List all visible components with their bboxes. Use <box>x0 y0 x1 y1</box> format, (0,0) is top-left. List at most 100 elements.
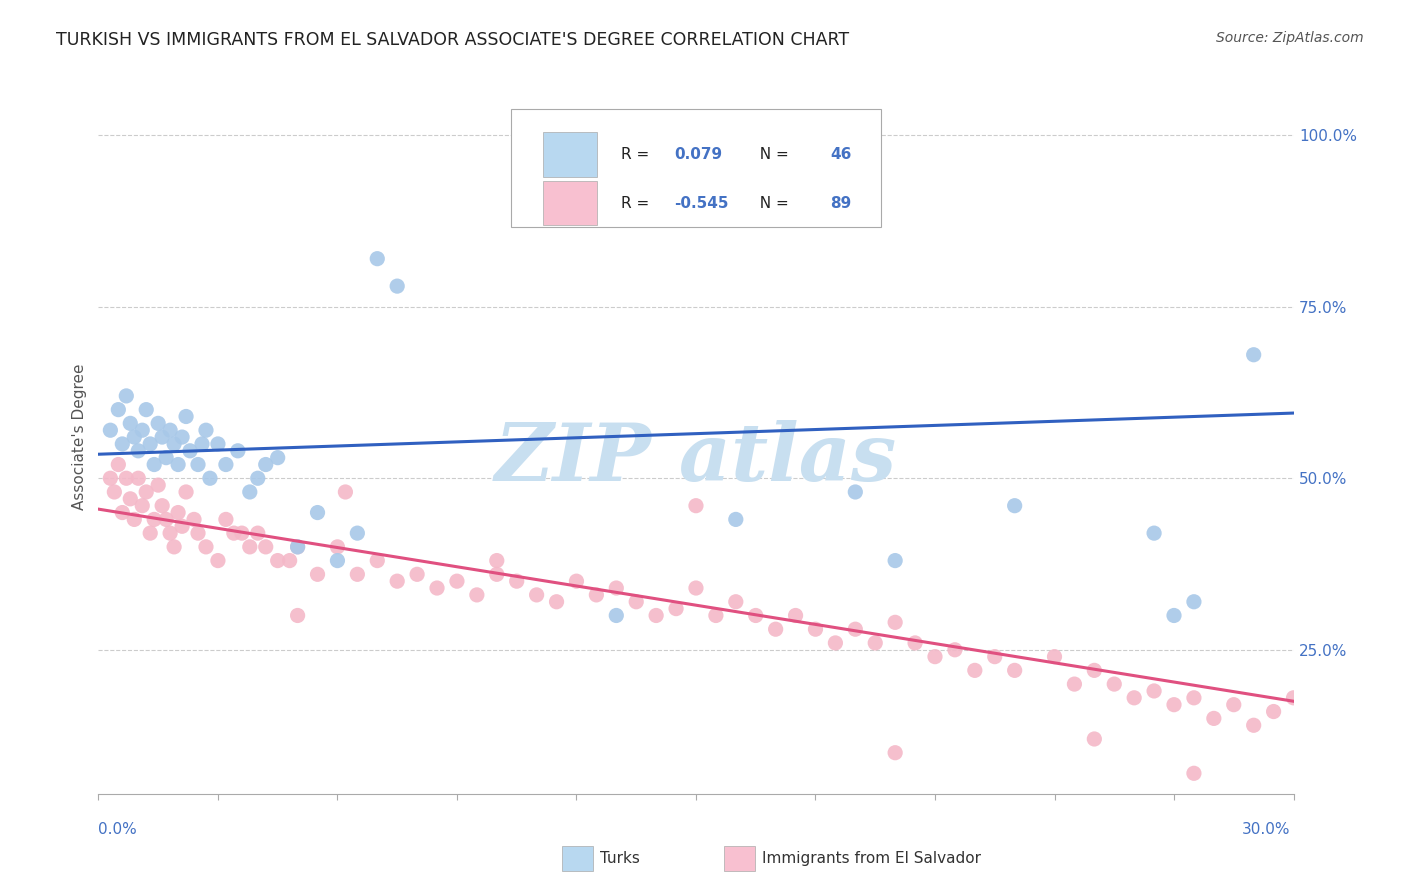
Text: Source: ZipAtlas.com: Source: ZipAtlas.com <box>1216 31 1364 45</box>
Point <box>984 649 1007 664</box>
Point <box>143 512 166 526</box>
Point <box>207 437 229 451</box>
Point <box>100 471 122 485</box>
Point <box>1163 608 1185 623</box>
Point <box>1182 766 1205 780</box>
Point <box>150 499 173 513</box>
Point <box>150 430 173 444</box>
Point <box>1243 718 1265 732</box>
Point <box>239 540 262 554</box>
Point <box>231 526 253 541</box>
Point <box>884 553 907 567</box>
Point <box>187 458 209 472</box>
Point <box>1182 690 1205 705</box>
Point <box>198 471 221 485</box>
Point <box>124 430 146 444</box>
Text: ZIP atlas: ZIP atlas <box>495 420 897 497</box>
Point <box>605 581 627 595</box>
Point <box>111 437 134 451</box>
Point <box>207 553 229 567</box>
Point <box>465 588 488 602</box>
Point <box>183 512 205 526</box>
Point <box>148 417 170 431</box>
Point <box>335 485 357 500</box>
Text: N =: N = <box>749 147 793 162</box>
Point <box>385 279 409 293</box>
Text: 46: 46 <box>830 147 851 162</box>
Point <box>385 574 409 589</box>
Point <box>485 553 508 567</box>
Point <box>179 443 201 458</box>
Point <box>1083 664 1105 678</box>
Point <box>1243 348 1265 362</box>
Point <box>172 519 194 533</box>
Point <box>1202 711 1225 725</box>
Point <box>326 540 349 554</box>
Point <box>1063 677 1085 691</box>
Point <box>426 581 449 595</box>
Text: -0.545: -0.545 <box>675 195 728 211</box>
Point <box>187 526 209 541</box>
Point <box>127 471 149 485</box>
Point <box>745 608 768 623</box>
Point <box>139 437 162 451</box>
Point <box>685 581 707 595</box>
Point <box>1163 698 1185 712</box>
Point <box>346 526 368 541</box>
Point <box>645 608 668 623</box>
Point <box>195 423 218 437</box>
Point <box>1143 526 1166 541</box>
Point <box>307 506 329 520</box>
Point <box>526 588 548 602</box>
Point <box>366 553 388 567</box>
Point <box>267 450 290 465</box>
Point <box>239 485 262 500</box>
Point <box>446 574 468 589</box>
Point <box>844 485 866 500</box>
Point <box>943 642 966 657</box>
Point <box>111 506 134 520</box>
Point <box>135 402 157 417</box>
Point <box>246 471 269 485</box>
Point <box>804 622 827 636</box>
Text: Turks: Turks <box>600 851 640 865</box>
Point <box>167 506 190 520</box>
Point <box>120 491 142 506</box>
Point <box>824 636 846 650</box>
Point <box>155 512 177 526</box>
Point <box>143 458 166 472</box>
Point <box>346 567 368 582</box>
Point <box>131 423 153 437</box>
Point <box>139 526 162 541</box>
Point <box>904 636 927 650</box>
Text: N =: N = <box>749 195 793 211</box>
Point <box>174 409 197 424</box>
Point <box>287 608 309 623</box>
Point <box>120 417 142 431</box>
Point <box>485 567 508 582</box>
Point <box>724 595 747 609</box>
Point <box>172 430 194 444</box>
Point <box>884 746 907 760</box>
Y-axis label: Associate's Degree: Associate's Degree <box>72 364 87 510</box>
Point <box>546 595 568 609</box>
Point <box>115 471 138 485</box>
Point <box>148 478 170 492</box>
Point <box>163 540 186 554</box>
Point <box>924 649 946 664</box>
Point <box>605 608 627 623</box>
Text: TURKISH VS IMMIGRANTS FROM EL SALVADOR ASSOCIATE'S DEGREE CORRELATION CHART: TURKISH VS IMMIGRANTS FROM EL SALVADOR A… <box>56 31 849 49</box>
Point <box>287 540 309 554</box>
Point <box>267 553 290 567</box>
Point <box>307 567 329 582</box>
Point <box>287 540 309 554</box>
Point <box>685 499 707 513</box>
Point <box>159 423 181 437</box>
Point <box>665 601 688 615</box>
Point <box>222 526 245 541</box>
Text: R =: R = <box>620 195 654 211</box>
Point <box>226 443 249 458</box>
Point <box>155 450 177 465</box>
Text: 0.079: 0.079 <box>675 147 723 162</box>
Point <box>195 540 218 554</box>
